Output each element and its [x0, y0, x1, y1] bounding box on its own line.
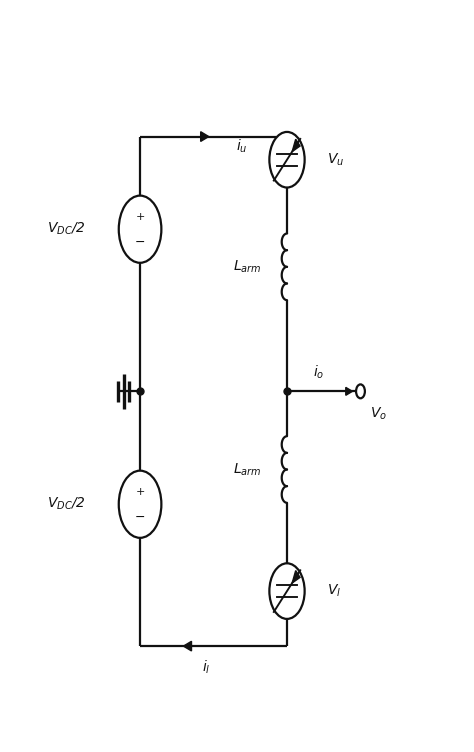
Polygon shape	[201, 132, 209, 141]
Circle shape	[119, 471, 161, 538]
Circle shape	[356, 384, 365, 399]
Circle shape	[269, 563, 305, 619]
Text: i$_l$: i$_l$	[202, 659, 210, 676]
Text: L$_{arm}$: L$_{arm}$	[233, 461, 261, 478]
Polygon shape	[292, 139, 300, 152]
Circle shape	[269, 132, 305, 187]
Text: V$_o$: V$_o$	[370, 406, 387, 422]
Text: −: −	[135, 235, 146, 248]
Polygon shape	[292, 571, 300, 583]
Text: V$_{DC}$/2: V$_{DC}$/2	[47, 496, 86, 512]
Text: L$_{arm}$: L$_{arm}$	[233, 259, 261, 275]
Text: V$_u$: V$_u$	[327, 151, 344, 168]
Text: i$_o$: i$_o$	[313, 363, 324, 381]
Text: V$_l$: V$_l$	[327, 583, 341, 599]
Text: +: +	[136, 213, 145, 223]
Text: −: −	[135, 511, 146, 523]
Polygon shape	[183, 641, 191, 651]
Text: +: +	[136, 487, 145, 498]
Polygon shape	[346, 387, 352, 396]
Circle shape	[119, 196, 161, 262]
Text: i$_u$: i$_u$	[236, 138, 247, 155]
Text: V$_{DC}$/2: V$_{DC}$/2	[47, 221, 86, 238]
